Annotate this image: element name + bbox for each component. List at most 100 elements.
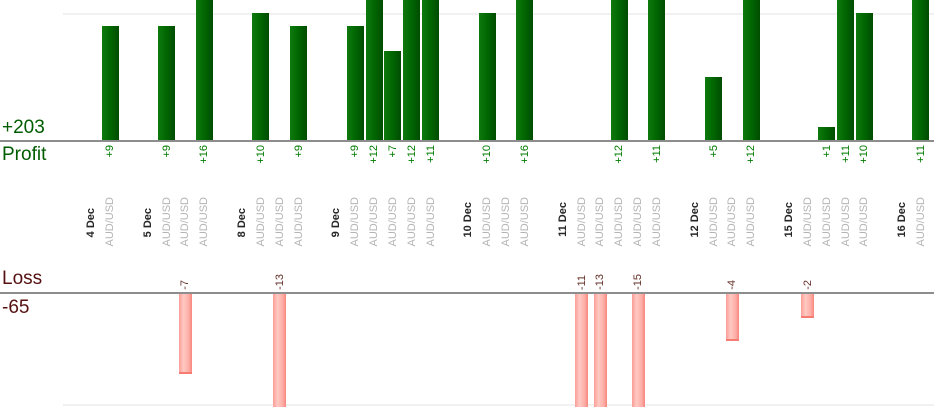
instrument-label: AUD/USD bbox=[518, 197, 531, 247]
profit-value-label: +11 bbox=[839, 145, 852, 163]
profit-value-label: +9 bbox=[104, 145, 116, 158]
loss-bar bbox=[178, 294, 192, 375]
loss-value-label: -2 bbox=[801, 280, 814, 290]
instrument-label: AUD/USD bbox=[914, 197, 927, 247]
profit-bar bbox=[101, 25, 119, 140]
instrument-label: AUD/USD bbox=[500, 197, 513, 247]
instrument-label: AUD/USD bbox=[179, 197, 192, 247]
profit-value-label: +10 bbox=[481, 145, 494, 164]
loss-bar bbox=[593, 294, 607, 407]
date-label: 15 Dec bbox=[782, 201, 795, 237]
profit-total-label: +203 bbox=[2, 117, 45, 138]
instrument-label: AUD/USD bbox=[613, 197, 626, 247]
instrument-label: AUD/USD bbox=[594, 197, 607, 247]
instrument-label: AUD/USD bbox=[858, 197, 871, 247]
instrument-label: AUD/USD bbox=[575, 197, 588, 247]
loss-axis-title: Loss bbox=[2, 268, 43, 289]
instrument-label: AUD/USD bbox=[104, 197, 116, 247]
profit-bar bbox=[705, 76, 723, 140]
profit-value-label: +9 bbox=[160, 145, 173, 158]
instrument-label: AUD/USD bbox=[707, 197, 720, 247]
loss-bar bbox=[631, 294, 645, 407]
date-label: 10 Dec bbox=[462, 201, 475, 237]
profit-bar bbox=[252, 13, 270, 140]
profit-value-label: +12 bbox=[368, 145, 381, 164]
profit-value-label: +12 bbox=[745, 145, 758, 164]
instrument-label: AUD/USD bbox=[349, 197, 362, 247]
profit-bar bbox=[384, 51, 402, 140]
profit-bar bbox=[818, 127, 836, 140]
profit-bar bbox=[516, 0, 534, 140]
profit-bar bbox=[290, 25, 308, 140]
loss-bar bbox=[801, 294, 815, 319]
loss-bar bbox=[725, 294, 739, 341]
instrument-label: AUD/USD bbox=[273, 197, 286, 247]
instrument-label: AUD/USD bbox=[160, 197, 173, 247]
profit-bar bbox=[648, 0, 666, 140]
loss-bar bbox=[575, 294, 588, 407]
profit-value-label: +10 bbox=[858, 145, 871, 164]
loss-total-label: -65 bbox=[2, 297, 30, 318]
profit-bar bbox=[158, 25, 176, 140]
profit-value-label: +16 bbox=[518, 145, 531, 164]
profit-value-label: +11 bbox=[914, 145, 927, 163]
loss-value-label: -7 bbox=[179, 280, 192, 290]
instrument-label: AUD/USD bbox=[820, 197, 833, 247]
loss-bar bbox=[273, 294, 287, 407]
loss-value-label: -15 bbox=[632, 274, 645, 290]
date-label: 12 Dec bbox=[688, 201, 701, 237]
profit-baseline-axis bbox=[0, 140, 934, 142]
profit-bar bbox=[346, 25, 364, 140]
profit-bar bbox=[610, 0, 628, 140]
profit-value-label: +1 bbox=[820, 145, 833, 158]
profit-bar bbox=[912, 0, 930, 140]
loss-baseline-axis bbox=[0, 292, 934, 294]
profit-value-label: +11 bbox=[650, 145, 663, 163]
profit-bar bbox=[478, 13, 496, 140]
profit-bar bbox=[855, 13, 873, 140]
profit-value-label: +12 bbox=[613, 145, 626, 164]
loss-value-label: -4 bbox=[726, 280, 739, 290]
instrument-label: AUD/USD bbox=[254, 197, 267, 247]
date-label: 4 Dec bbox=[85, 207, 98, 237]
profit-value-label: +7 bbox=[386, 145, 399, 158]
date-label: 5 Dec bbox=[141, 207, 154, 237]
instrument-label: AUD/USD bbox=[632, 197, 645, 247]
instrument-label: AUD/USD bbox=[424, 197, 437, 247]
date-label: 8 Dec bbox=[236, 207, 249, 237]
profit-value-label: +11 bbox=[424, 145, 437, 163]
profit-bar bbox=[742, 0, 760, 140]
loss-value-label: -13 bbox=[594, 274, 607, 290]
instrument-label: AUD/USD bbox=[368, 197, 381, 247]
profit-bar bbox=[837, 0, 855, 140]
profit-bar bbox=[365, 0, 383, 140]
instrument-label: AUD/USD bbox=[839, 197, 852, 247]
profit-gridline-plus10 bbox=[63, 13, 934, 15]
profit-axis-title: Profit bbox=[2, 144, 47, 165]
profit-value-label: +10 bbox=[254, 145, 267, 164]
profit-value-label: +9 bbox=[292, 145, 305, 158]
loss-value-label: -11 bbox=[575, 274, 588, 290]
date-label: 11 Dec bbox=[556, 202, 569, 237]
loss-value-label: -13 bbox=[273, 274, 286, 290]
instrument-label: AUD/USD bbox=[650, 197, 663, 247]
profit-bar bbox=[403, 0, 421, 140]
date-label: 9 Dec bbox=[330, 207, 343, 237]
profit-value-label: +16 bbox=[198, 145, 211, 164]
instrument-label: AUD/USD bbox=[726, 197, 739, 247]
instrument-label: AUD/USD bbox=[801, 197, 814, 247]
profit-value-label: +5 bbox=[707, 145, 720, 158]
instrument-label: AUD/USD bbox=[745, 197, 758, 247]
profit-bar bbox=[195, 0, 213, 140]
instrument-label: AUD/USD bbox=[292, 197, 305, 247]
instrument-label: AUD/USD bbox=[198, 197, 211, 247]
profit-value-label: +12 bbox=[405, 145, 418, 164]
date-label: 16 Dec bbox=[896, 201, 909, 237]
profit-bar bbox=[422, 0, 440, 140]
instrument-label: AUD/USD bbox=[386, 197, 399, 247]
instrument-label: AUD/USD bbox=[481, 197, 494, 247]
profit-value-label: +9 bbox=[349, 145, 362, 158]
loss-gridline-minus10 bbox=[63, 404, 934, 406]
instrument-label: AUD/USD bbox=[405, 197, 418, 247]
